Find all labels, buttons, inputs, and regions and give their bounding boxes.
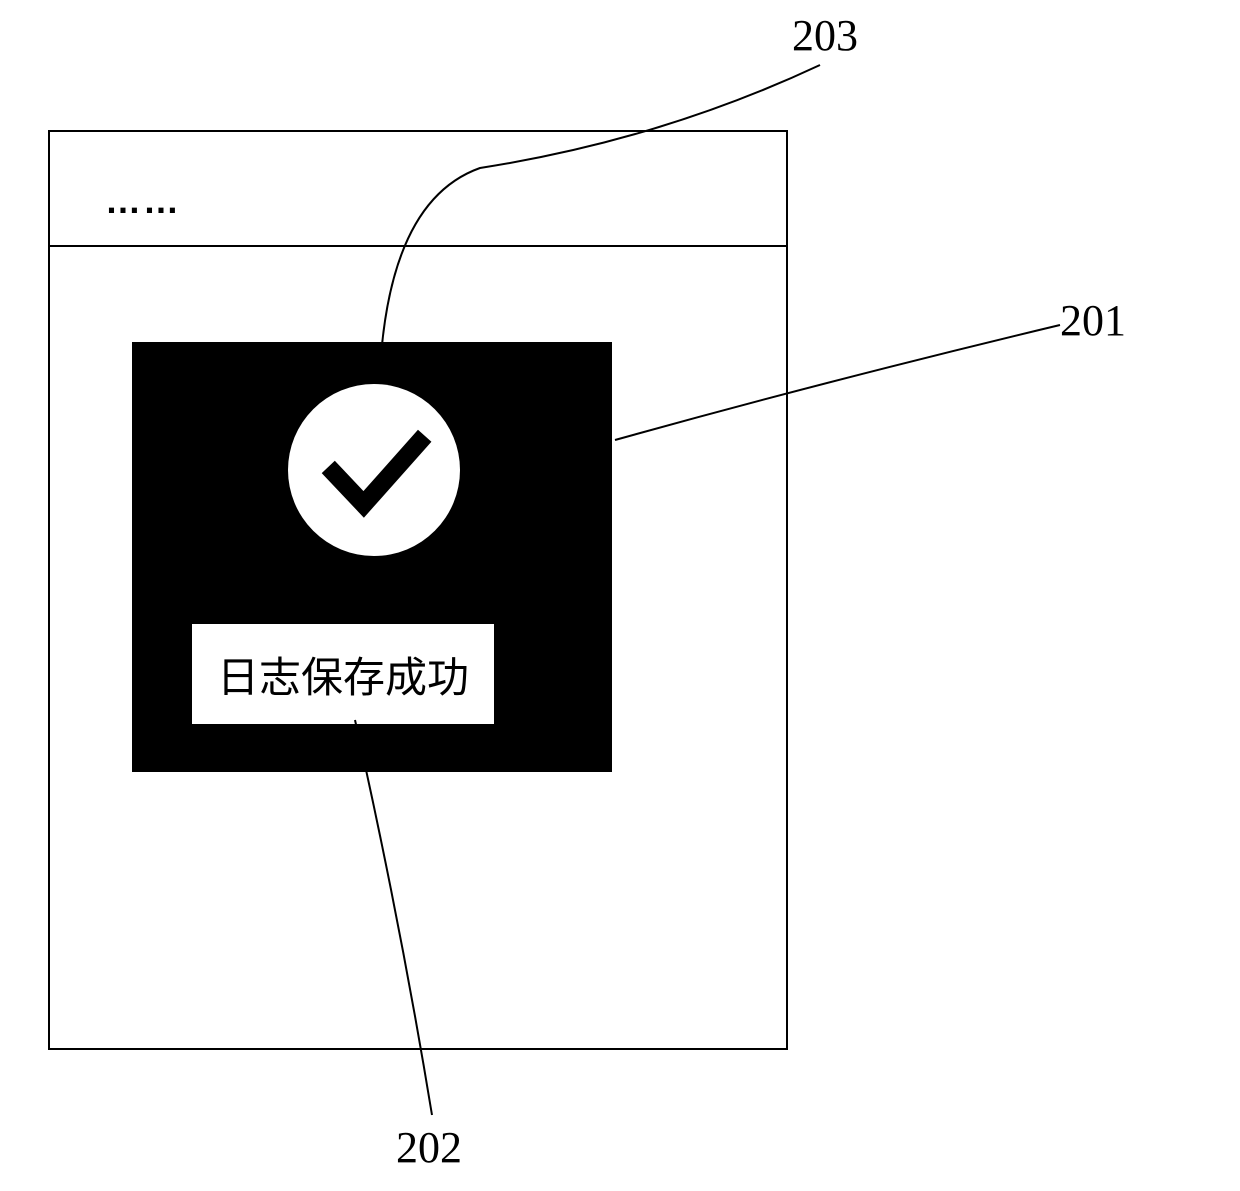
callout-line-202: [0, 0, 1240, 1191]
callout-label-202: 202: [396, 1122, 462, 1173]
